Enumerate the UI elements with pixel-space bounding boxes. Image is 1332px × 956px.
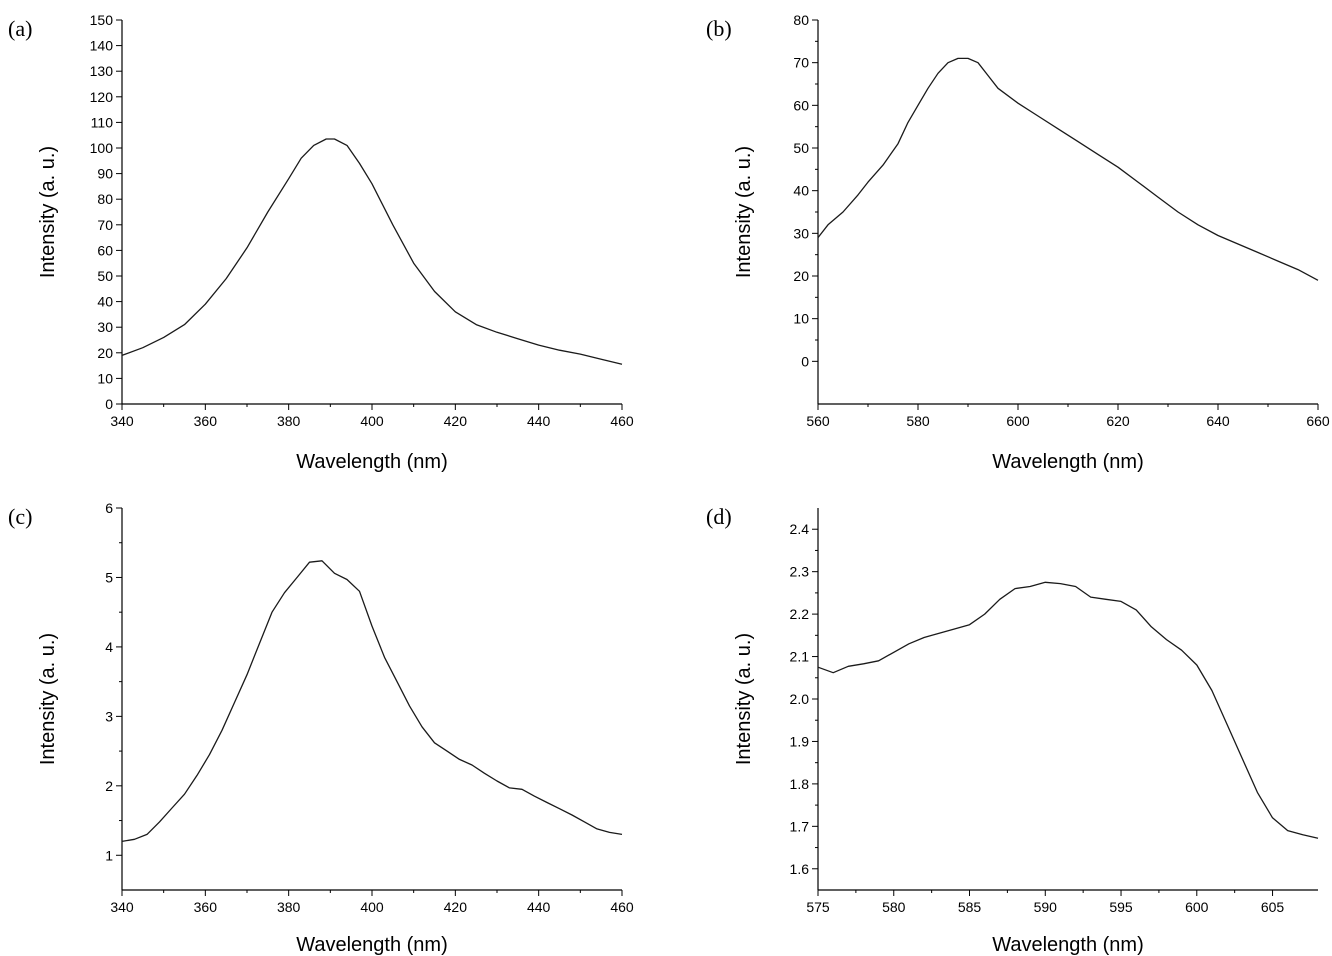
spectrum-line xyxy=(817,581,1319,839)
y-tick-label: 40 xyxy=(793,183,809,199)
x-tick-label: 600 xyxy=(1185,899,1209,915)
x-tick-label: 340 xyxy=(110,413,134,429)
y-tick-label: 2.4 xyxy=(790,521,810,537)
spectrum-line xyxy=(121,560,623,843)
y-tick-label: 150 xyxy=(90,12,114,28)
x-tick-label: 440 xyxy=(527,413,551,429)
y-tick-label: 4 xyxy=(105,639,113,655)
y-tick-label: 90 xyxy=(97,166,113,182)
x-tick-label: 585 xyxy=(958,899,982,915)
x-tick-label: 360 xyxy=(194,899,218,915)
x-tick-label: 380 xyxy=(277,899,301,915)
x-tick-label: 580 xyxy=(882,899,906,915)
x-tick-label: 640 xyxy=(1206,413,1230,429)
panel-d: (d) 575 580 585 590 595 600 605 1.6 1.7 1.8 1.9 2.0 2… xyxy=(706,504,1319,956)
y-tick-label: 2 xyxy=(105,778,113,794)
y-tick-label: 80 xyxy=(97,191,113,207)
y-tick-label: 2.2 xyxy=(790,606,810,622)
y-tick-label: 1.7 xyxy=(790,818,810,834)
y-tick-label: 40 xyxy=(97,294,113,310)
x-tick-label: 590 xyxy=(1034,899,1058,915)
y-tick-label: 5 xyxy=(105,569,113,585)
y-tick-label: 60 xyxy=(793,97,809,113)
y-axis-title: Intensity (a. u.) xyxy=(733,633,755,765)
y-tick-label: 70 xyxy=(793,55,809,71)
panel-c: (c) 340 360 380 400 420 440 460 1 2 3 4 5 6 Wavelength… xyxy=(8,500,634,956)
y-tick-label: 120 xyxy=(90,89,114,105)
y-tick-label: 70 xyxy=(97,217,113,233)
x-tick-label: 400 xyxy=(360,899,384,915)
y-tick-label: 1 xyxy=(105,847,113,863)
x-tick-label: 460 xyxy=(610,899,634,915)
y-tick-label: 2.3 xyxy=(790,564,810,580)
x-axis-title: Wavelength (nm) xyxy=(992,451,1144,473)
y-tick-label: 30 xyxy=(793,225,809,241)
y-tick-label: 20 xyxy=(97,345,113,361)
x-tick-label: 420 xyxy=(444,413,468,429)
y-tick-label: 10 xyxy=(793,311,809,327)
x-tick-label: 575 xyxy=(806,899,830,915)
y-tick-label: 0 xyxy=(105,396,113,412)
spectrum-line xyxy=(121,138,623,365)
panel-b: (b) 560 580 600 620 640 660 0 10 20 30 40 50 60 70 80 Wa… xyxy=(706,12,1330,473)
y-tick-label: 140 xyxy=(90,38,114,54)
spectrum-line xyxy=(817,57,1319,281)
y-tick-label: 110 xyxy=(91,114,114,130)
x-axis-title: Wavelength (nm) xyxy=(296,934,448,956)
y-axis-title: Intensity (a. u.) xyxy=(733,146,755,278)
y-tick-label: 100 xyxy=(90,140,114,156)
panel-label: (b) xyxy=(706,16,732,41)
x-tick-label: 600 xyxy=(1006,413,1030,429)
y-tick-label: 20 xyxy=(793,268,809,284)
y-tick-label: 3 xyxy=(105,708,113,724)
x-tick-label: 380 xyxy=(277,413,301,429)
x-tick-label: 400 xyxy=(360,413,384,429)
x-tick-label: 360 xyxy=(194,413,218,429)
y-tick-label: 6 xyxy=(105,500,113,516)
y-tick-label: 0 xyxy=(801,353,809,369)
y-tick-label: 60 xyxy=(97,242,113,258)
y-axis-title: Intensity (a. u.) xyxy=(37,633,59,765)
x-axis-title: Wavelength (nm) xyxy=(296,451,448,473)
y-tick-label: 50 xyxy=(793,140,809,156)
y-tick-label: 80 xyxy=(793,12,809,28)
y-tick-label: 50 xyxy=(97,268,113,284)
y-tick-label: 2.1 xyxy=(790,649,810,665)
y-tick-label: 1.6 xyxy=(790,861,810,877)
x-tick-label: 605 xyxy=(1261,899,1285,915)
panel-label: (a) xyxy=(8,16,32,41)
panel-label: (c) xyxy=(8,504,32,529)
x-tick-label: 620 xyxy=(1106,413,1130,429)
x-tick-label: 460 xyxy=(610,413,634,429)
x-tick-label: 560 xyxy=(806,413,830,429)
y-tick-label: 1.9 xyxy=(790,733,810,749)
y-tick-label: 1.8 xyxy=(790,776,810,792)
x-tick-label: 340 xyxy=(110,899,134,915)
x-tick-label: 595 xyxy=(1109,899,1133,915)
y-tick-label: 130 xyxy=(90,63,114,79)
y-tick-label: 30 xyxy=(97,319,113,335)
y-axis-title: Intensity (a. u.) xyxy=(37,146,59,278)
x-tick-label: 580 xyxy=(906,413,930,429)
panel-label: (d) xyxy=(706,504,732,529)
x-axis-title: Wavelength (nm) xyxy=(992,934,1144,956)
x-tick-label: 440 xyxy=(527,899,551,915)
panel-a: (a) 340 360 380 400 420 440 460 0 10 20 30 40 50 60 70 8… xyxy=(8,12,634,473)
y-tick-label: 10 xyxy=(97,370,113,386)
x-tick-label: 420 xyxy=(444,899,468,915)
x-tick-label: 660 xyxy=(1306,413,1330,429)
y-tick-label: 2.0 xyxy=(790,691,810,707)
